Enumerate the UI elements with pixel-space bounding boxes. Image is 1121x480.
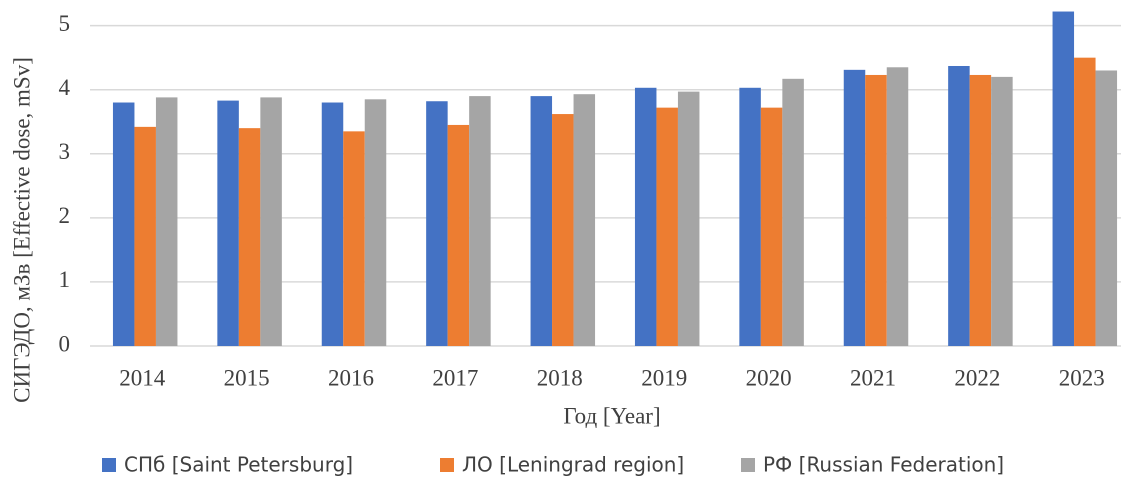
- bar: [865, 74, 887, 346]
- x-tick-label: 2014: [119, 365, 166, 390]
- y-tick-label: 5: [59, 11, 71, 36]
- bar: [634, 87, 657, 346]
- bar: [843, 69, 866, 346]
- x-tick-label: 2021: [850, 365, 896, 390]
- legend-swatch: [102, 458, 116, 472]
- bar: [886, 67, 909, 347]
- x-tick-label: 2022: [954, 365, 1000, 390]
- bar: [677, 91, 700, 347]
- bar: [948, 65, 970, 346]
- bar: [760, 107, 783, 347]
- bar: [1074, 57, 1096, 347]
- bar: [364, 99, 387, 346]
- legend-swatch: [440, 458, 454, 472]
- bar: [469, 96, 491, 346]
- legend-label: СПб [Saint Petersburg]: [124, 453, 353, 477]
- bar: [426, 101, 448, 347]
- bar: [739, 87, 761, 346]
- bar: [1052, 11, 1075, 347]
- x-tick-label: 2019: [641, 365, 687, 390]
- x-tick-label: 2017: [432, 365, 478, 390]
- y-axis-title: СИГЭДО, мЗв [Effective dose, mSv]: [9, 57, 34, 403]
- bar: [552, 114, 574, 346]
- x-tick-label: 2018: [537, 365, 583, 390]
- bar: [656, 107, 678, 347]
- legend-swatch: [741, 458, 755, 472]
- legend-label: РФ [Russian Federation]: [763, 453, 1004, 477]
- y-tick-label: 3: [59, 139, 71, 164]
- bar: [260, 97, 282, 346]
- bar: [238, 128, 261, 346]
- bar: [217, 100, 239, 346]
- bar: [155, 97, 178, 346]
- legend-label: ЛО [Leningrad region]: [462, 453, 684, 477]
- y-tick-label: 1: [59, 267, 71, 292]
- y-tick-label: 4: [59, 75, 71, 100]
- bar: [991, 76, 1013, 346]
- x-tick-label: 2020: [746, 365, 792, 390]
- bar: [112, 102, 135, 346]
- bar: [1095, 70, 1118, 347]
- bar: [530, 96, 553, 346]
- bar: [782, 78, 804, 347]
- y-tick-label: 2: [59, 203, 71, 228]
- x-tick-label: 2016: [328, 365, 374, 390]
- x-axis-title: Год [Year]: [563, 403, 660, 428]
- bar: [573, 94, 596, 346]
- bar: [343, 131, 365, 346]
- y-tick-label: 0: [59, 331, 71, 356]
- bar: [447, 124, 470, 346]
- bar: [969, 74, 992, 346]
- bar: [134, 126, 156, 346]
- bar: [321, 102, 344, 346]
- x-tick-label: 2023: [1059, 365, 1105, 390]
- x-tick-label: 2015: [224, 365, 270, 390]
